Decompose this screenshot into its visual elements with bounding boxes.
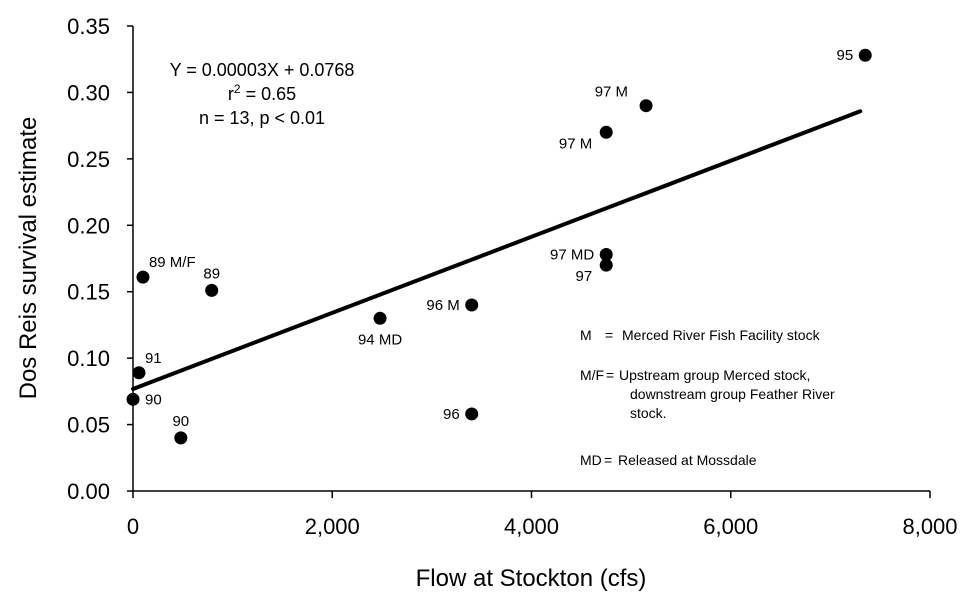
legend-desc-mf-2: downstream group Feather River — [630, 386, 835, 402]
point-label: 91 — [145, 350, 162, 367]
y-tick-label: 0.10 — [67, 346, 110, 371]
regression-line — [131, 109, 863, 391]
point-label: 94 MD — [358, 331, 402, 348]
n-p-text: n = 13, p < 0.01 — [199, 108, 325, 128]
y-axis-ticks: 0.00 0.05 0.10 0.15 0.20 0.25 0.30 0.35 — [67, 14, 133, 504]
data-point — [373, 311, 387, 325]
point-label: 97 MD — [550, 247, 594, 264]
point-label: 95 — [837, 47, 854, 64]
data-point — [465, 407, 479, 421]
legend: M = Merced River Fish Facility stock M/F… — [580, 327, 835, 468]
point-labels: 95 97 M 97 M 97 MD 97 96 M 96 94 MD 89 89 M/F 91 90… — [145, 47, 853, 430]
equation-text: Y = 0.00003X + 0.0768 — [170, 60, 355, 80]
legend-sep-md: = — [604, 452, 612, 468]
y-tick-label: 0.15 — [67, 280, 110, 305]
x-axis-ticks: 0 2,000 4,000 6,000 8,000 — [127, 491, 958, 539]
data-point — [639, 99, 653, 113]
legend-key-md: MD — [580, 452, 602, 468]
y-axis-title: Dos Reis survival estimate — [15, 117, 42, 400]
data-point — [126, 392, 140, 406]
data-point — [205, 283, 219, 297]
x-tick-label: 4,000 — [504, 514, 559, 539]
regression-annotation: Y = 0.00003X + 0.0768 r2 = 0.65 n = 13, … — [170, 60, 355, 128]
point-label: 97 M — [559, 135, 592, 152]
data-point — [858, 48, 872, 62]
legend-key-m: M — [580, 327, 592, 343]
point-label: 97 — [576, 268, 593, 285]
x-tick-label: 6,000 — [703, 514, 758, 539]
legend-desc-mf-1: Upstream group Merced stock, — [619, 367, 810, 383]
data-point — [599, 125, 613, 139]
x-tick-label: 0 — [127, 514, 139, 539]
y-tick-label: 0.20 — [67, 213, 110, 238]
data-point — [132, 366, 146, 380]
data-point — [465, 298, 479, 312]
legend-desc-m: Merced River Fish Facility stock — [622, 327, 821, 343]
legend-desc-mf-3: stock. — [630, 405, 667, 421]
point-label: 89 — [203, 265, 220, 282]
x-tick-label: 2,000 — [305, 514, 360, 539]
legend-sep-m: = — [605, 327, 613, 343]
x-axis-title: Flow at Stockton (cfs) — [416, 565, 647, 592]
point-label: 96 — [443, 406, 460, 423]
point-label: 97 M — [595, 84, 628, 101]
x-tick-label: 8,000 — [902, 514, 957, 539]
data-point — [136, 270, 150, 284]
point-label: 96 M — [426, 297, 459, 314]
y-tick-label: 0.00 — [67, 479, 110, 504]
y-tick-label: 0.25 — [67, 147, 110, 172]
y-tick-label: 0.35 — [67, 14, 110, 39]
data-points — [126, 48, 872, 445]
point-label: 89 M/F — [149, 254, 196, 271]
point-label: 90 — [145, 391, 162, 408]
point-label: 90 — [172, 413, 189, 430]
r-squared-text: r2 = 0.65 — [228, 82, 296, 104]
legend-sep-mf: = — [606, 367, 614, 383]
y-tick-label: 0.05 — [67, 413, 110, 438]
data-point — [174, 431, 188, 445]
legend-key-mf: M/F — [580, 367, 604, 383]
data-point — [599, 248, 613, 262]
data-point — [599, 258, 613, 272]
y-tick-label: 0.30 — [67, 80, 110, 105]
legend-desc-md: Released at Mossdale — [618, 452, 757, 468]
